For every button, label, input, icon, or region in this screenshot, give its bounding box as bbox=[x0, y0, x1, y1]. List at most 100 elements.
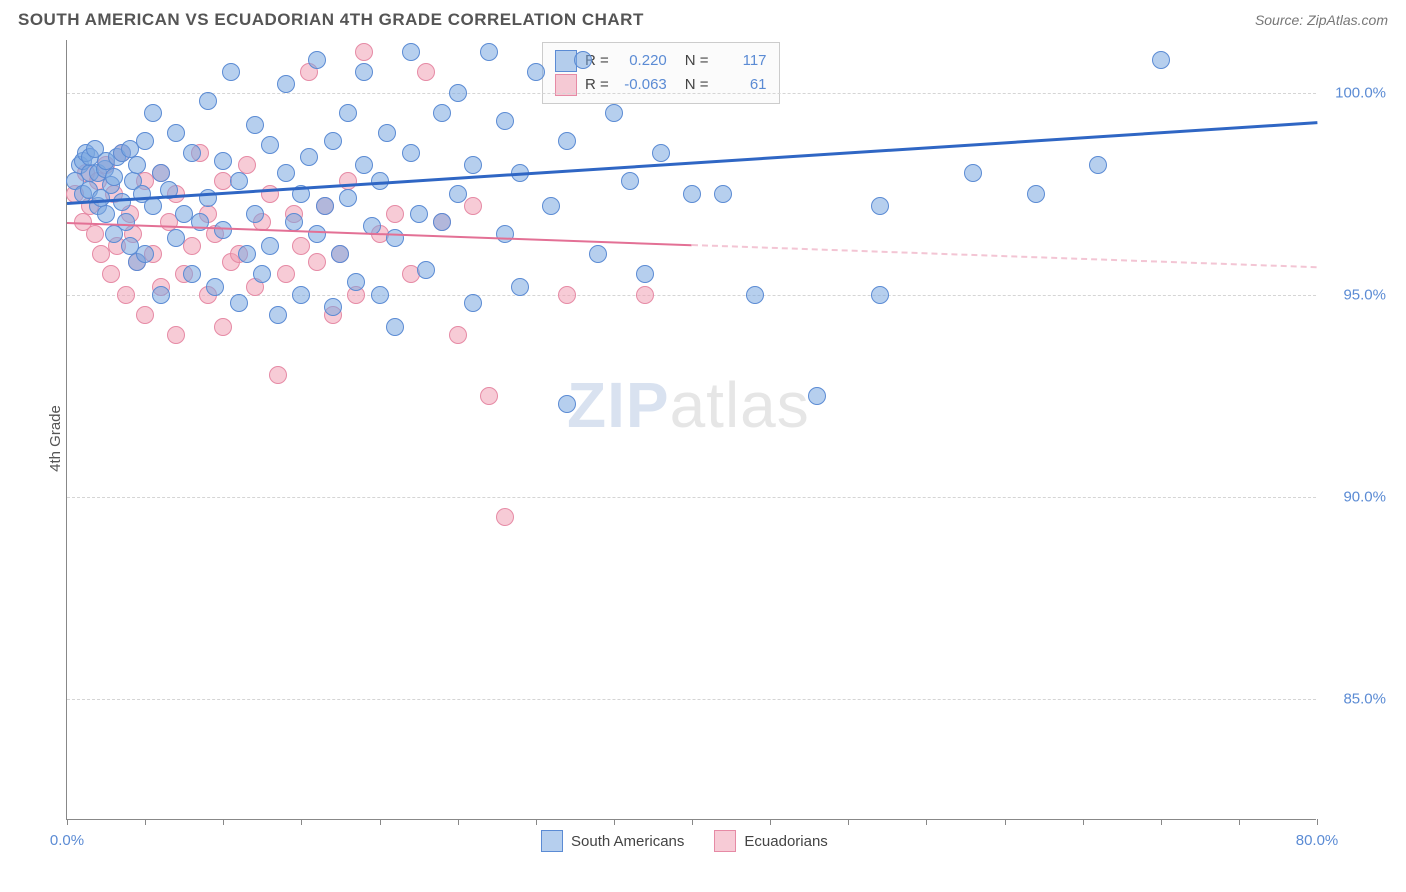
data-point bbox=[183, 265, 201, 283]
data-point bbox=[558, 395, 576, 413]
data-point bbox=[292, 237, 310, 255]
data-point bbox=[527, 63, 545, 81]
legend-n-value: 117 bbox=[717, 49, 767, 73]
data-point bbox=[496, 112, 514, 130]
data-point bbox=[183, 144, 201, 162]
watermark-zip: ZIP bbox=[567, 369, 670, 441]
data-point bbox=[206, 278, 224, 296]
data-point bbox=[136, 245, 154, 263]
x-tick bbox=[380, 819, 381, 825]
data-point bbox=[300, 148, 318, 166]
x-tick bbox=[770, 819, 771, 825]
data-point bbox=[386, 205, 404, 223]
series-legend: South AmericansEcuadorians bbox=[541, 830, 828, 852]
data-point bbox=[636, 286, 654, 304]
data-point bbox=[433, 104, 451, 122]
data-point bbox=[714, 185, 732, 203]
data-point bbox=[308, 51, 326, 69]
data-point bbox=[261, 136, 279, 154]
data-point bbox=[136, 306, 154, 324]
data-point bbox=[105, 168, 123, 186]
grid-line bbox=[67, 497, 1316, 498]
data-point bbox=[308, 225, 326, 243]
data-point bbox=[246, 116, 264, 134]
data-point bbox=[464, 197, 482, 215]
data-point bbox=[964, 164, 982, 182]
data-point bbox=[589, 245, 607, 263]
data-point bbox=[167, 326, 185, 344]
data-point bbox=[269, 306, 287, 324]
chart-container: 4th Grade ZIPatlas R =0.220N =117R =-0.0… bbox=[18, 36, 1388, 876]
data-point bbox=[480, 387, 498, 405]
data-point bbox=[402, 43, 420, 61]
data-point bbox=[117, 286, 135, 304]
data-point bbox=[214, 318, 232, 336]
data-point bbox=[277, 265, 295, 283]
data-point bbox=[417, 261, 435, 279]
data-point bbox=[316, 197, 334, 215]
data-point bbox=[199, 92, 217, 110]
trend-line bbox=[692, 244, 1317, 268]
legend-label: Ecuadorians bbox=[744, 833, 827, 850]
data-point bbox=[230, 294, 248, 312]
data-point bbox=[558, 286, 576, 304]
data-point bbox=[652, 144, 670, 162]
data-point bbox=[605, 104, 623, 122]
data-point bbox=[339, 104, 357, 122]
data-point bbox=[183, 237, 201, 255]
x-tick bbox=[145, 819, 146, 825]
data-point bbox=[355, 63, 373, 81]
grid-line bbox=[67, 699, 1316, 700]
data-point bbox=[1027, 185, 1045, 203]
y-tick-label: 95.0% bbox=[1326, 286, 1386, 303]
x-tick bbox=[1161, 819, 1162, 825]
data-point bbox=[1089, 156, 1107, 174]
data-point bbox=[1152, 51, 1170, 69]
x-tick bbox=[1005, 819, 1006, 825]
watermark: ZIPatlas bbox=[567, 368, 810, 442]
data-point bbox=[136, 132, 154, 150]
data-point bbox=[117, 213, 135, 231]
data-point bbox=[128, 156, 146, 174]
legend-swatch bbox=[541, 830, 563, 852]
data-point bbox=[324, 298, 342, 316]
watermark-atlas: atlas bbox=[670, 369, 810, 441]
legend-n-label: N = bbox=[685, 49, 709, 73]
data-point bbox=[386, 229, 404, 247]
data-point bbox=[449, 326, 467, 344]
y-tick-label: 85.0% bbox=[1326, 690, 1386, 707]
data-point bbox=[277, 75, 295, 93]
data-point bbox=[261, 237, 279, 255]
data-point bbox=[574, 51, 592, 69]
data-point bbox=[496, 225, 514, 243]
data-point bbox=[402, 144, 420, 162]
y-tick-label: 90.0% bbox=[1326, 488, 1386, 505]
data-point bbox=[542, 197, 560, 215]
x-tick bbox=[848, 819, 849, 825]
data-point bbox=[339, 189, 357, 207]
x-tick bbox=[536, 819, 537, 825]
chart-source: Source: ZipAtlas.com bbox=[1255, 12, 1388, 28]
x-tick-label-right: 80.0% bbox=[1296, 832, 1339, 849]
data-point bbox=[308, 253, 326, 271]
x-tick bbox=[1083, 819, 1084, 825]
data-point bbox=[410, 205, 428, 223]
x-tick bbox=[926, 819, 927, 825]
x-tick bbox=[67, 819, 68, 825]
data-point bbox=[214, 152, 232, 170]
data-point bbox=[324, 132, 342, 150]
data-point bbox=[746, 286, 764, 304]
data-point bbox=[167, 229, 185, 247]
data-point bbox=[199, 189, 217, 207]
data-point bbox=[222, 63, 240, 81]
data-point bbox=[378, 124, 396, 142]
data-point bbox=[331, 245, 349, 263]
data-point bbox=[214, 221, 232, 239]
data-point bbox=[97, 205, 115, 223]
data-point bbox=[261, 185, 279, 203]
data-point bbox=[86, 225, 104, 243]
data-point bbox=[683, 185, 701, 203]
data-point bbox=[246, 205, 264, 223]
legend-swatch bbox=[714, 830, 736, 852]
data-point bbox=[144, 104, 162, 122]
